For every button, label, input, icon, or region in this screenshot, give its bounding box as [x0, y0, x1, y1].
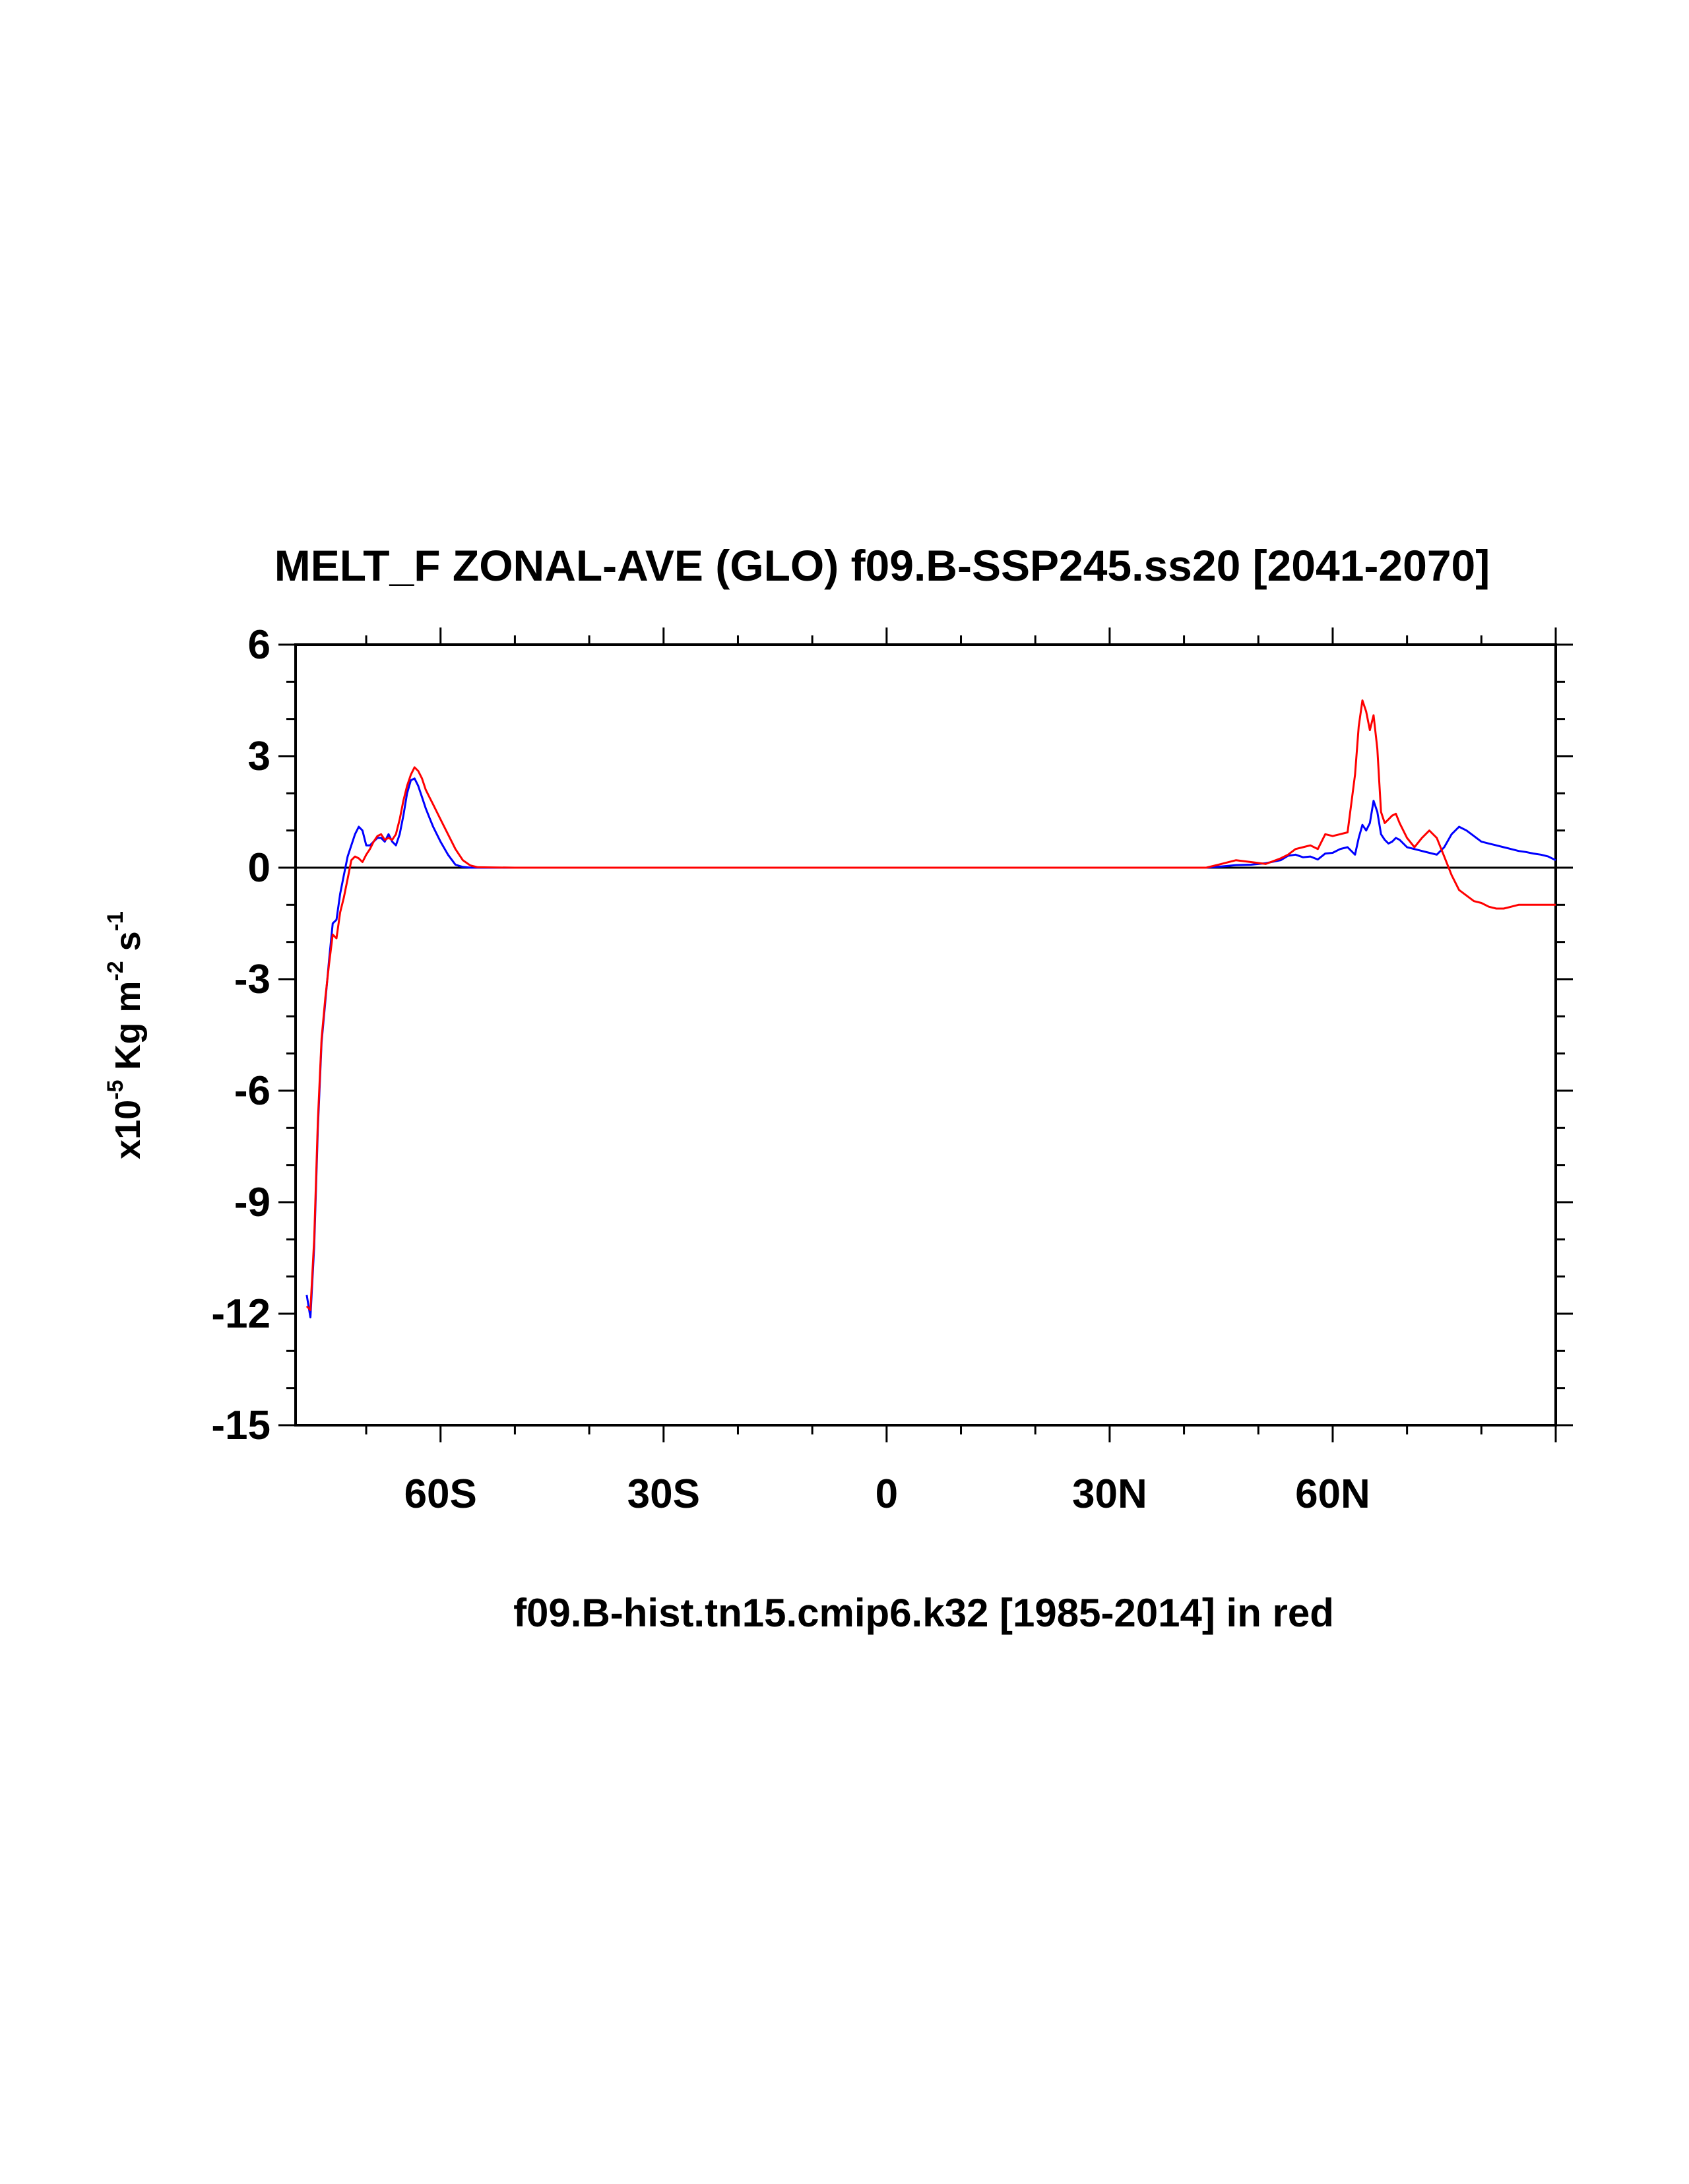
y-tick-labels: 6 3 0 -3 -6 -9 -12 -15: [211, 622, 271, 1448]
x-tick-label: 60N: [1295, 1471, 1370, 1517]
x-tick-label: 0: [876, 1471, 898, 1517]
y-label-exponent-1: -5: [103, 1080, 128, 1100]
y-tick-label: -3: [234, 957, 271, 1002]
x-tick-label: 60S: [404, 1471, 477, 1517]
y-label-units-1: Kg m: [108, 981, 148, 1080]
y-label-exponent-3: -1: [103, 911, 128, 931]
x-tick-labels: 60S 30S 0 30N 60N: [404, 1471, 1370, 1517]
y-label-prefix: x10: [108, 1100, 148, 1159]
series-line-red: [305, 699, 1556, 1311]
y-tick-label: 6: [248, 622, 271, 668]
plot-area: [278, 627, 1573, 1442]
series-line-blue: [305, 777, 1556, 1319]
x-axis-label: f09.B-hist.tn15.cmip6.k32 [1985-2014] in…: [513, 1591, 1334, 1635]
y-tick-label: -12: [211, 1291, 271, 1337]
y-tick-label: -6: [234, 1068, 271, 1114]
y-tick-label: 3: [248, 734, 271, 779]
y-label-exponent-2: -2: [103, 961, 128, 980]
x-tick-label: 30S: [627, 1471, 700, 1517]
y-axis-label: x10-5 Kg m-2 s-1: [103, 911, 148, 1159]
series-group: [305, 699, 1556, 1319]
plot-frame: [294, 643, 1557, 1427]
x-tick-label: 30N: [1072, 1471, 1147, 1517]
y-tick-label: -9: [234, 1180, 271, 1225]
y-tick-label: 0: [248, 845, 271, 891]
axis-ticks: [278, 627, 1573, 1442]
y-label-units-2: s: [108, 931, 148, 961]
chart-title: MELT_F ZONAL-AVE (GLO) f09.B-SSP245.ss20…: [274, 541, 1490, 590]
y-tick-label: -15: [211, 1403, 271, 1448]
